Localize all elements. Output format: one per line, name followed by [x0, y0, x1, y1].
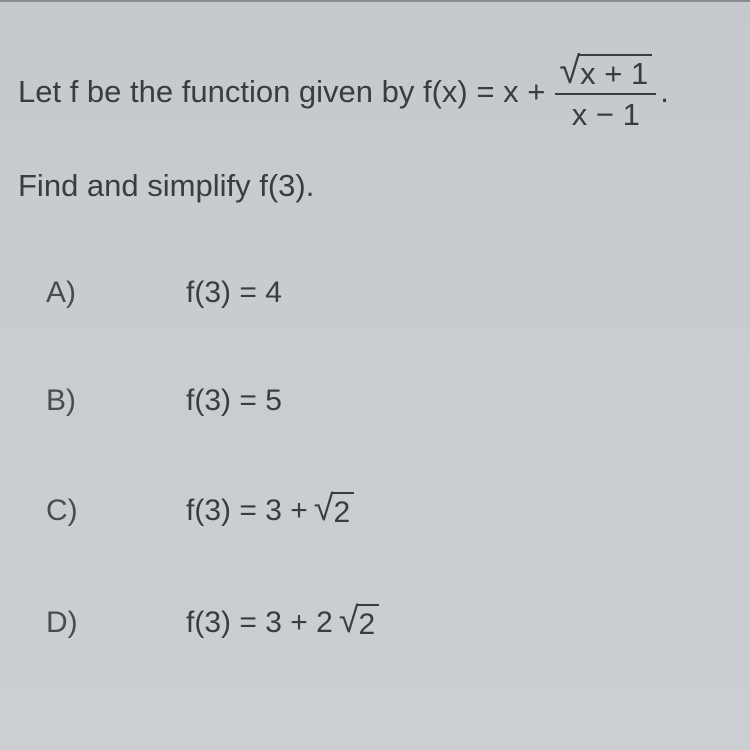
choice-label: A) [46, 276, 186, 310]
choice-label: C) [46, 494, 186, 528]
radical-sign-icon: √ [559, 54, 580, 89]
choice-prefix: f(3) = 3 + 2 [186, 606, 333, 640]
choice-a[interactable]: A) f(3) = 4 [18, 276, 732, 310]
sqrt: √ 2 [314, 492, 354, 530]
choice-body: f(3) = 3 + 2 √ 2 [186, 604, 379, 642]
choice-prefix: f(3) = 3 + [186, 494, 308, 528]
question-block: Let f be the function given by f(x) = x … [0, 0, 750, 642]
choice-b[interactable]: B) f(3) = 5 [18, 384, 732, 418]
radicand: 2 [332, 492, 355, 530]
sqrt-numerator: √ x + 1 [559, 54, 652, 89]
period: . [660, 74, 669, 110]
choice-body: f(3) = 5 [186, 384, 282, 418]
numerator: √ x + 1 [555, 54, 656, 93]
choice-body: f(3) = 3 + √ 2 [186, 492, 354, 530]
choice-body: f(3) = 4 [186, 276, 282, 310]
choice-label: B) [46, 384, 186, 418]
prompt-line-2: Find and simplify f(3). [18, 168, 732, 204]
denominator: x − 1 [568, 95, 644, 130]
radicand: 2 [357, 604, 380, 642]
sqrt: √ 2 [339, 604, 379, 642]
prompt-line-1: Let f be the function given by f(x) = x … [18, 54, 732, 130]
top-divider [0, 0, 750, 2]
choice-c[interactable]: C) f(3) = 3 + √ 2 [18, 492, 732, 530]
radicand: x + 1 [578, 54, 652, 89]
choice-d[interactable]: D) f(3) = 3 + 2 √ 2 [18, 604, 732, 642]
fraction: √ x + 1 x − 1 [555, 54, 656, 130]
choice-label: D) [46, 606, 186, 640]
prompt-part1: Let f be the function given by f(x) = x … [18, 74, 545, 110]
